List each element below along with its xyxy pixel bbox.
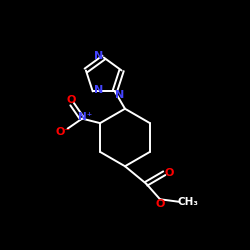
Text: CH₃: CH₃ [178, 197, 199, 207]
Text: O: O [67, 94, 76, 104]
Text: O: O [156, 199, 165, 209]
Text: N: N [94, 51, 103, 61]
Text: O: O [164, 168, 173, 178]
Text: N: N [115, 90, 124, 100]
Text: N: N [94, 85, 103, 95]
Text: N⁺: N⁺ [78, 112, 92, 122]
Text: O⁻: O⁻ [56, 127, 71, 136]
